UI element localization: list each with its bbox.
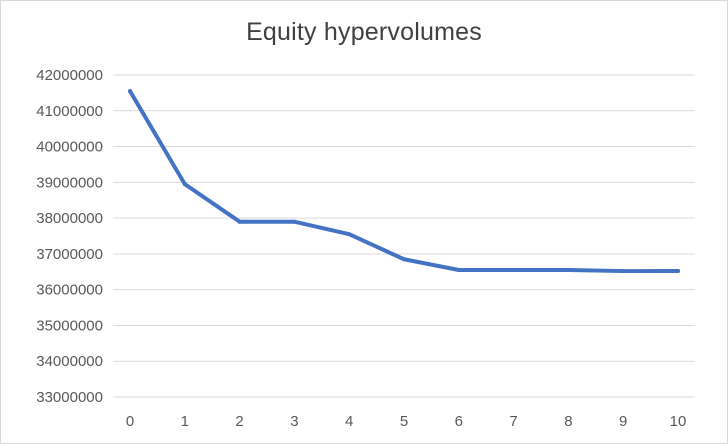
- x-tick-label: 4: [345, 413, 353, 430]
- data-point: [566, 267, 571, 272]
- x-tick-label: 3: [290, 413, 298, 430]
- data-point: [456, 267, 461, 272]
- y-axis-tick-labels: 33000000 34000000 35000000 36000000 37000000…: [36, 67, 103, 406]
- data-point: [128, 89, 132, 94]
- series-line: [128, 89, 680, 274]
- x-tick-label: 6: [455, 413, 463, 430]
- y-tick-label: 36000000: [36, 282, 103, 299]
- y-tick-label: 38000000: [36, 210, 103, 227]
- data-point: [347, 232, 352, 237]
- y-tick-label: 40000000: [36, 139, 103, 156]
- x-tick-label: 1: [181, 413, 189, 430]
- data-point: [676, 269, 680, 274]
- y-tick-label: 33000000: [36, 389, 103, 406]
- x-tick-label: 9: [619, 413, 627, 430]
- x-axis-tick-labels: 0 1 2 3 4 5 6 7 8 9 10: [126, 413, 687, 430]
- series-layer: [128, 89, 680, 274]
- x-tick-label: 7: [509, 413, 517, 430]
- y-tick-label: 34000000: [36, 353, 103, 370]
- y-tick-label: 37000000: [36, 246, 103, 263]
- x-tick-label: 2: [235, 413, 243, 430]
- data-point: [182, 182, 187, 187]
- x-tick-label: 10: [670, 413, 687, 430]
- data-point: [402, 257, 406, 262]
- y-tick-label: 39000000: [36, 174, 103, 191]
- x-tick-label: 5: [400, 413, 408, 430]
- gridlines: [113, 74, 695, 398]
- data-point: [511, 267, 516, 272]
- data-point: [292, 219, 297, 224]
- data-point: [621, 269, 626, 274]
- chart-title: Equity hypervolumes: [246, 18, 482, 46]
- y-tick-label: 35000000: [36, 317, 103, 334]
- y-tick-label: 41000000: [36, 103, 103, 120]
- y-tick-label: 42000000: [36, 67, 103, 84]
- x-tick-label: 8: [564, 413, 572, 430]
- x-tick-label: 0: [126, 413, 134, 430]
- data-point: [237, 219, 242, 224]
